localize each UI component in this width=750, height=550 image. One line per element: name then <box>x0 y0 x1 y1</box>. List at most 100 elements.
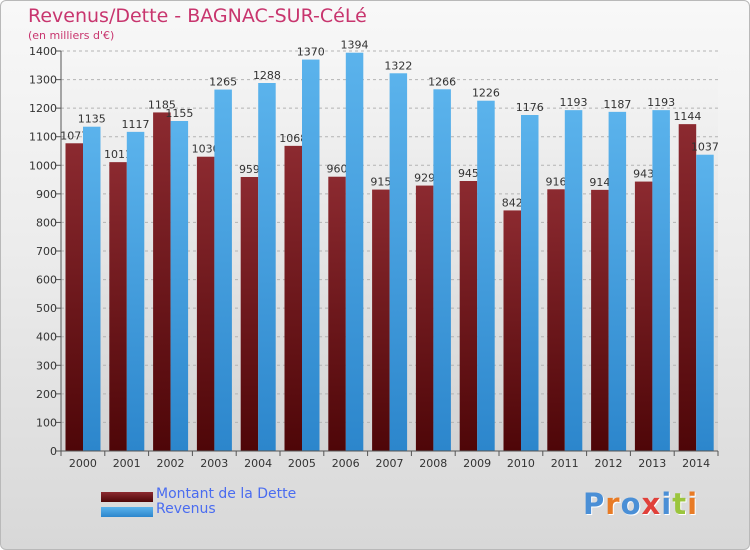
debt-bar <box>503 210 521 451</box>
revenue-value-label: 1155 <box>165 107 193 120</box>
y-tick-label: 1400 <box>29 45 57 58</box>
revenue-bar <box>652 110 670 452</box>
revenue-bar <box>477 100 495 451</box>
revenue-value-label: 1193 <box>647 96 675 109</box>
debt-value-label: 959 <box>239 163 260 176</box>
x-tick-label: 2003 <box>200 457 228 470</box>
debt-bar <box>372 189 390 452</box>
y-tick-label: 1000 <box>29 159 57 172</box>
debt-bar <box>284 145 302 451</box>
revenue-bar <box>258 83 276 451</box>
revenue-value-label: 1226 <box>472 87 500 100</box>
debt-bar <box>547 189 565 452</box>
debt-bar <box>153 112 171 451</box>
revenue-bar <box>389 73 408 452</box>
debt-bar <box>196 156 215 451</box>
revenue-bar <box>170 121 189 451</box>
logo-letter: r <box>605 487 621 521</box>
revenue-value-label: 1193 <box>560 96 588 109</box>
x-tick-label: 2002 <box>157 457 185 470</box>
x-tick-label: 2013 <box>638 457 666 470</box>
x-tick-label: 2004 <box>244 457 272 470</box>
revenue-bar <box>214 89 232 452</box>
revenue-bar <box>608 111 627 451</box>
revenue-value-label: 1037 <box>691 141 719 154</box>
debt-bar <box>415 185 434 452</box>
x-tick-label: 2011 <box>551 457 579 470</box>
legend-swatch-revenus <box>101 507 153 517</box>
debt-value-label: 945 <box>458 167 479 180</box>
x-tick-label: 2009 <box>463 457 491 470</box>
debt-value-label: 1185 <box>148 98 176 111</box>
x-tick-label: 2008 <box>419 457 447 470</box>
revenue-bar <box>564 110 583 452</box>
logo-letter: i <box>661 487 673 521</box>
debt-value-label: 1144 <box>673 110 701 123</box>
legend-label-revenus: Revenus <box>156 501 216 517</box>
revenue-value-label: 1394 <box>341 39 369 52</box>
debt-bar <box>328 176 346 451</box>
y-tick-label: 1200 <box>29 102 57 115</box>
revenue-value-label: 1135 <box>78 113 106 126</box>
debt-value-label: 915 <box>370 176 391 189</box>
y-tick-label: 700 <box>36 245 57 258</box>
debt-value-label: 842 <box>502 196 523 209</box>
debt-value-label: 914 <box>589 176 610 189</box>
x-tick-label: 2000 <box>69 457 97 470</box>
logo-letter: P <box>583 487 606 521</box>
debt-bar <box>65 143 83 452</box>
x-tick-label: 2014 <box>682 457 710 470</box>
debt-value-label: 943 <box>633 168 654 181</box>
x-tick-label: 2001 <box>113 457 141 470</box>
x-tick-label: 2007 <box>376 457 404 470</box>
y-tick-label: 800 <box>36 216 57 229</box>
debt-bar <box>109 162 127 451</box>
y-tick-label: 500 <box>36 302 57 315</box>
debt-bar <box>459 181 478 451</box>
chart-subtitle: (en milliers d'€) <box>28 29 115 42</box>
legend-swatch-dette <box>101 492 153 502</box>
revenue-bar <box>433 89 451 452</box>
debt-value-label: 1077 <box>60 129 88 142</box>
y-tick-label: 1300 <box>29 74 57 87</box>
x-tick-label: 2005 <box>288 457 316 470</box>
legend-label-dette: Montant de la Dette <box>156 486 297 502</box>
logo-letter: o <box>620 487 642 521</box>
revenue-bar <box>521 115 539 451</box>
debt-value-label: 1068 <box>279 132 307 145</box>
revenue-value-label: 1288 <box>253 69 281 82</box>
revenue-bar <box>696 154 714 451</box>
debt-value-label: 916 <box>546 175 567 188</box>
x-tick-label: 2006 <box>332 457 360 470</box>
x-tick-label: 2010 <box>507 457 535 470</box>
revenue-bar <box>302 59 320 451</box>
revenue-bar <box>83 126 101 451</box>
y-tick-label: 300 <box>36 359 57 372</box>
y-tick-label: 200 <box>36 388 57 401</box>
revenue-bar <box>345 52 364 451</box>
y-tick-label: 1100 <box>29 131 57 144</box>
logo-letter: x <box>641 487 662 521</box>
revenue-value-label: 1117 <box>122 118 150 131</box>
debt-value-label: 960 <box>327 163 348 176</box>
revenue-value-label: 1187 <box>603 98 631 111</box>
revenue-value-label: 1322 <box>384 59 412 72</box>
logo-letter: t <box>672 487 688 521</box>
debt-bar <box>678 124 697 452</box>
revenue-value-label: 1266 <box>428 75 456 88</box>
debt-value-label: 1030 <box>192 143 220 156</box>
debt-value-label: 1011 <box>104 148 132 161</box>
revenue-bar <box>126 131 145 451</box>
revenue-value-label: 1370 <box>297 46 325 59</box>
revenue-value-label: 1176 <box>516 101 544 114</box>
debt-value-label: 929 <box>414 172 435 185</box>
chart-title: Revenus/Dette - BAGNAC-SUR-CéLé <box>28 5 367 27</box>
x-tick-label: 2012 <box>595 457 623 470</box>
y-tick-label: 400 <box>36 331 57 344</box>
revenue-value-label: 1265 <box>209 76 237 89</box>
y-tick-label: 600 <box>36 274 57 287</box>
logo-letter: i <box>687 487 699 521</box>
debt-bar <box>634 181 653 452</box>
